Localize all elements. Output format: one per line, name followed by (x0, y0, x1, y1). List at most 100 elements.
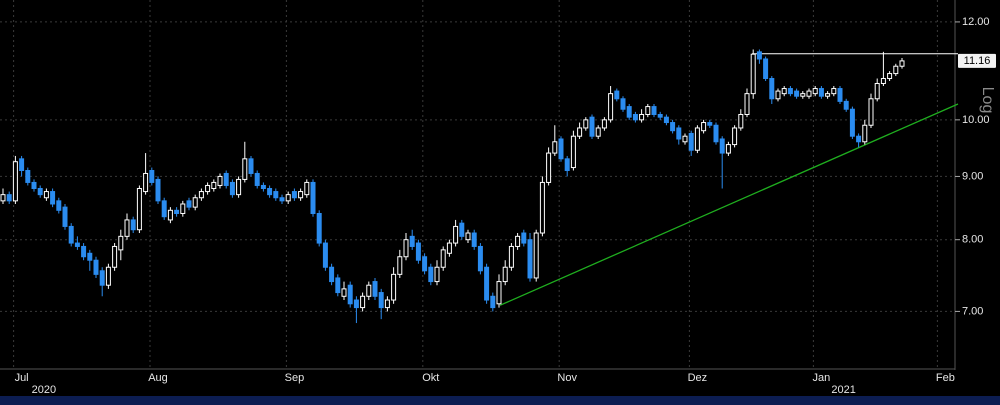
candle-body (781, 88, 787, 95)
candle-body (453, 225, 459, 244)
candle-body (81, 245, 87, 258)
candle-body (701, 122, 707, 132)
candle-body (707, 122, 713, 126)
candle-body (186, 200, 192, 208)
candle-body (756, 51, 762, 60)
candle-body (471, 232, 477, 247)
candle-body (136, 188, 142, 231)
candle-body (335, 277, 341, 294)
candle-body (688, 132, 694, 151)
candle-body (260, 184, 266, 190)
candle-body (217, 175, 223, 186)
candle-body (769, 78, 775, 100)
candle-body (93, 259, 99, 275)
candle-body (180, 203, 186, 214)
candle-body (546, 152, 552, 183)
candle-body (527, 239, 533, 279)
candle-body (0, 194, 6, 202)
candle-body (577, 127, 583, 137)
candle-body (298, 191, 304, 199)
candle-body (552, 141, 558, 154)
candle-body (694, 127, 700, 151)
candle-body (682, 135, 688, 143)
candle-body (856, 135, 862, 143)
candle-body (608, 93, 614, 121)
candle-body (831, 88, 837, 95)
candle-body (211, 181, 217, 190)
candle-body (384, 299, 390, 309)
candle-body (279, 197, 285, 202)
candle-body (285, 194, 291, 202)
candle-body (446, 242, 452, 254)
candle-body (849, 108, 855, 137)
candle-body (874, 83, 880, 100)
candle-body (31, 181, 37, 190)
candle-body (496, 281, 502, 305)
x-year-label: 2020 (32, 384, 56, 396)
candle-body (174, 209, 180, 214)
candle-body (663, 116, 669, 124)
candle-body (657, 114, 663, 118)
candle-body (291, 191, 297, 199)
candle-body (415, 242, 421, 261)
candle-body (825, 93, 831, 97)
candle-body (205, 184, 211, 193)
candle-body (564, 158, 570, 172)
candle-body (12, 161, 18, 202)
candle-body (725, 144, 731, 154)
candle-body (56, 200, 62, 211)
x-tick-label: Aug (148, 372, 168, 384)
candle-body (440, 249, 446, 268)
x-tick-label: Jan (813, 372, 831, 384)
candle-body (130, 219, 136, 231)
x-tick-label: Nov (557, 372, 577, 384)
candle-body (310, 181, 316, 214)
candle-body (360, 295, 366, 309)
footer-strip (0, 396, 1000, 405)
last-price-box (958, 53, 996, 68)
candle-body (366, 284, 372, 297)
candle-body (887, 73, 893, 80)
candle-body (639, 114, 645, 121)
candle-body (254, 172, 260, 186)
candle-body (422, 256, 428, 272)
candle-body (880, 78, 886, 85)
candle-body (837, 88, 843, 102)
candle-body (459, 222, 465, 237)
candle-body (267, 188, 273, 196)
candle-body (484, 266, 490, 301)
candle-body (19, 158, 25, 172)
candle-body (6, 194, 12, 202)
trendline (499, 103, 959, 306)
y-tick-label: 10.00 (962, 114, 990, 126)
x-year-label: 2021 (831, 384, 855, 396)
candle-body (198, 191, 204, 199)
candle-body (465, 232, 471, 241)
x-tick-label: Feb (936, 372, 955, 384)
y-tick-label: 7.00 (962, 305, 983, 317)
candle-body (719, 138, 725, 154)
candle-body (118, 235, 124, 251)
candle-body (570, 135, 576, 169)
candle-body (353, 299, 359, 309)
candle-body (626, 106, 632, 118)
candle-body (787, 88, 793, 95)
x-tick-label: Okt (422, 372, 439, 384)
candle-body (732, 127, 738, 146)
candle-body (391, 273, 397, 301)
candle-body (149, 170, 155, 183)
candle-body (645, 106, 651, 116)
candle-body (273, 191, 279, 199)
candle-body (397, 256, 403, 275)
candle-body (304, 181, 310, 196)
candle-body (800, 93, 806, 97)
candle-body (670, 122, 676, 132)
candle-body (112, 245, 118, 268)
candle-body (775, 90, 781, 100)
candle-body (589, 116, 595, 137)
candle-body (25, 170, 31, 183)
candle-body (223, 172, 229, 186)
candle-body (236, 178, 242, 196)
candle-body (341, 288, 347, 297)
